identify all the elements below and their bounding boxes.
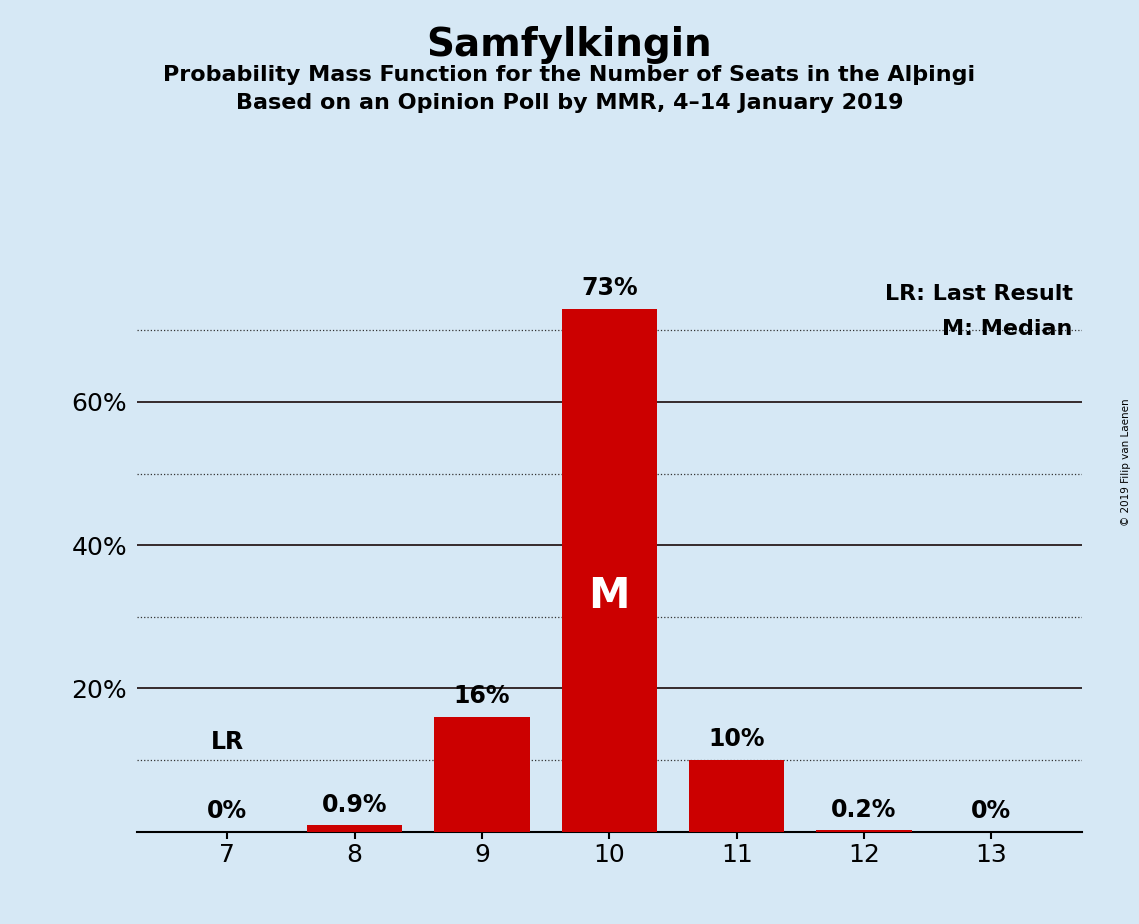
Text: 0%: 0% [207,799,247,823]
Text: Based on an Opinion Poll by MMR, 4–14 January 2019: Based on an Opinion Poll by MMR, 4–14 Ja… [236,93,903,114]
Text: LR: Last Result: LR: Last Result [885,285,1073,305]
Text: Samfylkingin: Samfylkingin [427,26,712,64]
Text: 0.9%: 0.9% [322,793,387,817]
Text: 73%: 73% [581,276,638,300]
Bar [562,309,657,832]
Text: M: M [589,576,630,617]
Text: 0.2%: 0.2% [831,797,896,821]
Text: M: Median: M: Median [942,319,1073,339]
Bar [689,760,785,832]
Bar [817,830,911,832]
Text: 0%: 0% [972,799,1011,823]
Bar [308,825,402,832]
Text: 10%: 10% [708,727,765,751]
Text: © 2019 Filip van Laenen: © 2019 Filip van Laenen [1121,398,1131,526]
Text: Probability Mass Function for the Number of Seats in the Alþingi: Probability Mass Function for the Number… [163,65,976,85]
Bar [434,717,530,832]
Text: 16%: 16% [453,685,510,709]
Text: LR: LR [211,730,244,754]
